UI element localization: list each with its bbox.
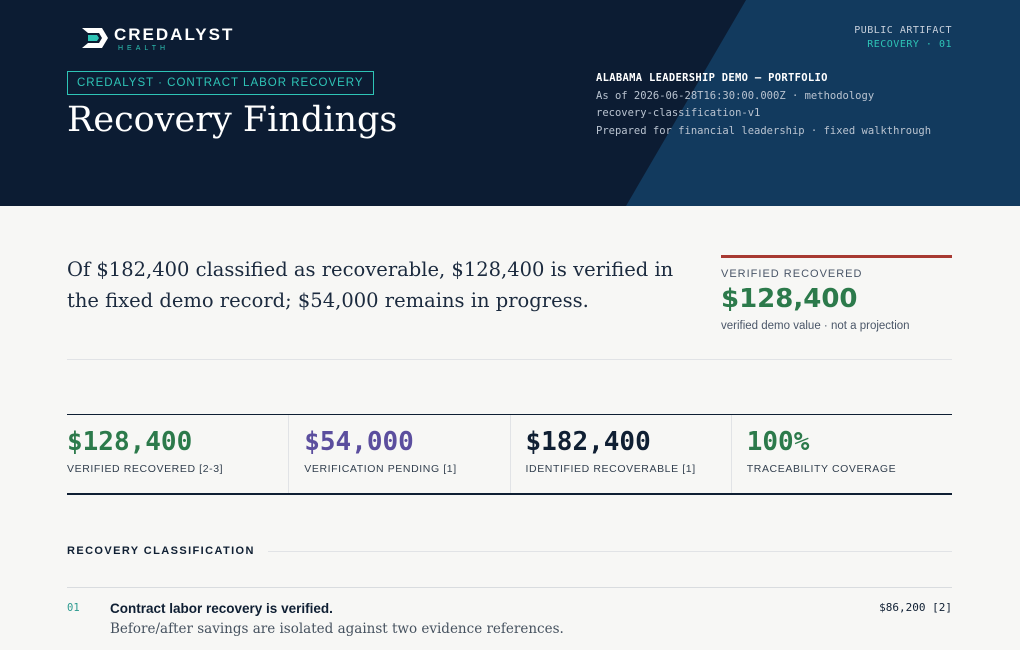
stat-value: $54,000 bbox=[304, 427, 414, 457]
stat-label: IDENTIFIED RECOVERABLE [1] bbox=[525, 463, 696, 475]
section-rule bbox=[267, 550, 952, 552]
artifact-type: PUBLIC ARTIFACT bbox=[854, 25, 952, 36]
page-title: Recovery Findings bbox=[67, 100, 398, 140]
stat-label: VERIFIED RECOVERED [2-3] bbox=[67, 463, 224, 475]
item-title: Contract labor recovery is verified. bbox=[110, 601, 333, 616]
list-item: 01 Contract labor recovery is verified. … bbox=[67, 600, 952, 644]
item-description: Before/after savings are isolated agains… bbox=[110, 621, 564, 637]
brand-mark-icon bbox=[82, 28, 108, 48]
report-meta: ALABAMA LEADERSHIP DEMO — PORTFOLIO As o… bbox=[596, 70, 931, 140]
brand-name: CREDALYST bbox=[114, 25, 235, 44]
item-number: 01 bbox=[67, 602, 80, 614]
callout-note: verified demo value · not a projection bbox=[721, 320, 910, 332]
meta-line-3: Prepared for financial leadership · fixe… bbox=[596, 124, 932, 137]
summary-lede: Of $182,400 classified as recoverable, $… bbox=[67, 258, 674, 312]
stat-value: $182,400 bbox=[525, 427, 651, 457]
artifact-id: RECOVERY · 01 bbox=[867, 39, 952, 50]
callout-value: $128,400 bbox=[721, 284, 858, 314]
header-accent-shape bbox=[626, 0, 1020, 206]
item-amount: $86,200 [2] bbox=[879, 601, 952, 614]
artifact-label: PUBLIC ARTIFACT RECOVERY · 01 bbox=[854, 24, 952, 52]
verified-callout: VERIFIED RECOVERED $128,400 verified dem… bbox=[721, 255, 952, 334]
stat-label: VERIFICATION PENDING [1] bbox=[304, 463, 457, 475]
meta-title: ALABAMA LEADERSHIP DEMO — PORTFOLIO bbox=[596, 72, 828, 84]
section-heading: RECOVERY CLASSIFICATION bbox=[67, 543, 952, 559]
stat-traceability: 100% TRACEABILITY COVERAGE bbox=[730, 415, 952, 493]
report-tag: CREDALYST · CONTRACT LABOR RECOVERY bbox=[67, 71, 374, 95]
stat-value: $128,400 bbox=[67, 427, 193, 457]
callout-label: VERIFIED RECOVERED bbox=[721, 268, 863, 280]
list-divider bbox=[67, 587, 952, 588]
section-title: RECOVERY CLASSIFICATION bbox=[67, 545, 255, 557]
stat-verified: $128,400 VERIFIED RECOVERED [2-3] bbox=[67, 415, 288, 493]
brand-logo: CREDALYST HEALTH bbox=[80, 26, 234, 53]
page-header: CREDALYST HEALTH CREDALYST · CONTRACT LA… bbox=[0, 0, 1020, 206]
meta-line-2: recovery-classification-v1 bbox=[596, 107, 761, 119]
brand-subname: HEALTH bbox=[118, 45, 170, 52]
stat-identified: $182,400 IDENTIFIED RECOVERABLE [1] bbox=[509, 415, 731, 493]
stat-pending: $54,000 VERIFICATION PENDING [1] bbox=[288, 415, 509, 493]
stat-label: TRACEABILITY COVERAGE bbox=[746, 463, 897, 475]
meta-line-1: As of 2026-06-28T16:30:00.000Z · methodo… bbox=[596, 89, 875, 102]
stat-value: 100% bbox=[746, 427, 810, 457]
stats-strip: $128,400 VERIFIED RECOVERED [2-3] $54,00… bbox=[67, 414, 952, 495]
divider bbox=[67, 359, 952, 360]
